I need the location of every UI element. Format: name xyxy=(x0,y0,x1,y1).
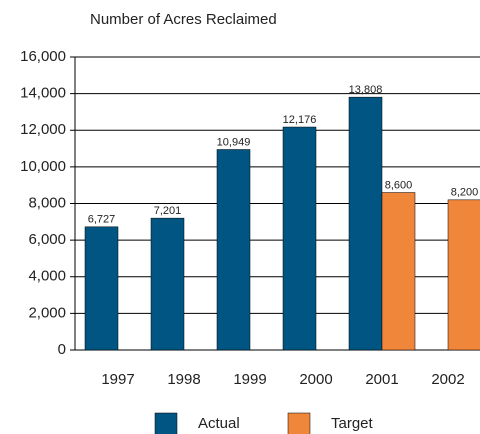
legend-swatch xyxy=(287,412,311,434)
bar xyxy=(84,226,119,351)
y-tick-label: 16,000 xyxy=(20,48,66,65)
value-label: 10,949 xyxy=(217,136,251,148)
y-tick-label: 10,000 xyxy=(20,158,66,175)
bar xyxy=(216,149,251,351)
x-tick-label: 1997 xyxy=(101,371,134,388)
chart-title: Number of Acres Reclaimed xyxy=(90,11,277,28)
y-tick-label: 12,000 xyxy=(20,121,66,138)
value-label: 7,201 xyxy=(154,205,182,217)
x-tick-label: 1998 xyxy=(167,371,200,388)
y-tick-label: 8,000 xyxy=(28,194,66,211)
value-label: 8,200 xyxy=(451,187,479,199)
y-tick-label: 0 xyxy=(58,341,66,358)
legend-swatch xyxy=(154,412,178,434)
x-tick-label: 2001 xyxy=(365,371,398,388)
legend-label: Actual xyxy=(198,415,240,432)
value-label: 12,176 xyxy=(283,114,317,126)
bar xyxy=(381,192,416,351)
x-tick-label: 1999 xyxy=(233,371,266,388)
value-label: 8,600 xyxy=(385,179,413,191)
y-tick-label: 14,000 xyxy=(20,85,66,102)
x-tick-label: 2000 xyxy=(299,371,332,388)
y-tick-label: 2,000 xyxy=(28,304,66,321)
y-tick-label: 4,000 xyxy=(28,268,66,285)
value-label: 6,727 xyxy=(88,214,116,226)
bar xyxy=(150,217,185,351)
value-label: 13,808 xyxy=(349,84,383,96)
bar xyxy=(282,126,317,351)
bar xyxy=(447,199,480,351)
bar xyxy=(348,96,383,351)
x-tick-label: 2002 xyxy=(431,371,464,388)
y-tick-label: 6,000 xyxy=(28,231,66,248)
legend-label: Target xyxy=(331,415,374,432)
